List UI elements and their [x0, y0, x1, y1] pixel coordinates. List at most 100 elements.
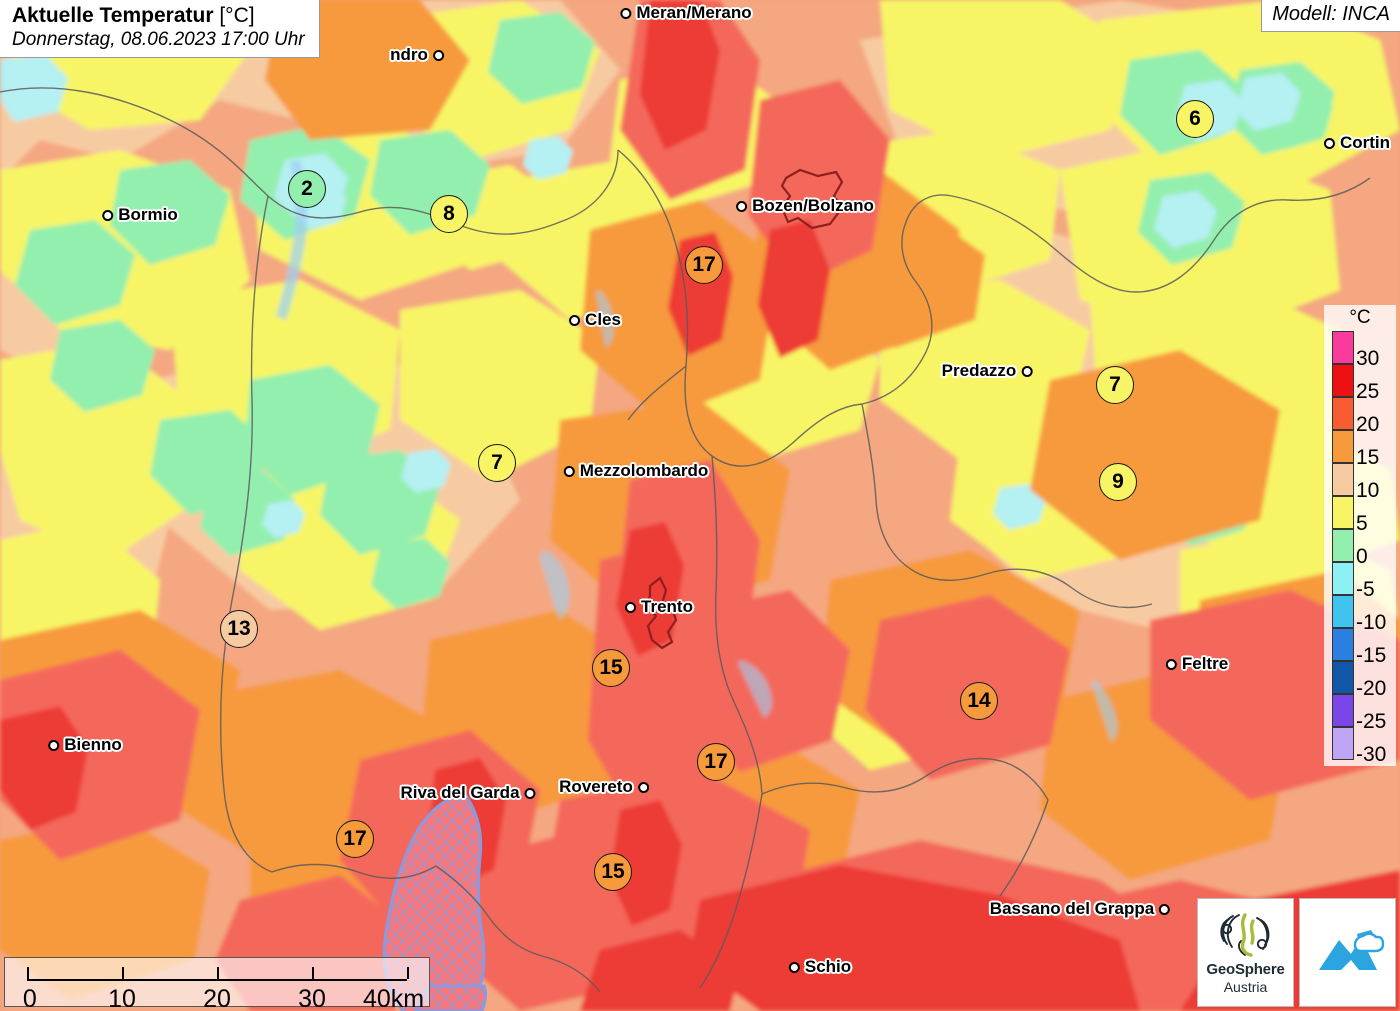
timestamp: Donnerstag, 08.06.2023 17:00 Uhr	[12, 29, 305, 51]
legend-label: -15	[1356, 643, 1387, 667]
page-title: Aktuelle Temperatur [°C]	[12, 4, 305, 28]
legend-label: 10	[1356, 478, 1380, 502]
station-temperature-marker[interactable]: 7	[1096, 366, 1134, 404]
station-temperature-marker[interactable]: 17	[697, 743, 735, 781]
city-marker[interactable]: Cles	[569, 310, 621, 330]
legend-label: 20	[1356, 412, 1380, 436]
scale-tick	[122, 967, 124, 979]
model-label-box: Modell: INCA	[1261, 0, 1400, 32]
legend-band: -25	[1332, 694, 1396, 732]
legend-swatch	[1332, 628, 1354, 661]
city-marker[interactable]: Bassano del Grappa	[989, 899, 1171, 919]
legend-band: 25	[1332, 364, 1396, 402]
station-temperature-marker[interactable]: 13	[220, 610, 258, 648]
scale-bar: 0 10 20 30 40km	[4, 957, 430, 1011]
city-dot-icon	[48, 739, 60, 751]
scale-label: 40km	[362, 985, 425, 1011]
city-label: Meran/Merano	[636, 3, 752, 22]
legend-swatch	[1332, 727, 1354, 760]
logo-group: GeoSphere Austria	[1197, 898, 1396, 1007]
station-temperature-marker[interactable]: 15	[594, 853, 632, 891]
legend-swatch	[1332, 364, 1354, 397]
title-text: Aktuelle Temperatur	[12, 4, 214, 27]
station-temperature-marker[interactable]: 7	[478, 444, 516, 482]
city-marker[interactable]: Mezzolombardo	[563, 461, 709, 481]
legend-band: -20	[1332, 661, 1396, 699]
scale-tick	[27, 967, 29, 979]
legend-swatch	[1332, 661, 1354, 694]
city-marker[interactable]: Schio	[788, 957, 852, 977]
city-label: Bienno	[64, 735, 122, 754]
legend-swatch	[1332, 694, 1354, 727]
title-unit: [°C]	[219, 4, 255, 27]
legend-swatch	[1332, 397, 1354, 430]
city-marker[interactable]: Rovereto	[559, 777, 649, 797]
legend-swatch	[1332, 463, 1354, 496]
temperature-legend: °C 30 25 20 15 10 5 0 -5 -10 -15 -20 -25 -30	[1324, 305, 1396, 766]
geosphere-name: GeoSphere	[1206, 960, 1285, 978]
city-dot-icon	[736, 200, 748, 212]
station-temperature-marker[interactable]: 15	[592, 649, 630, 687]
model-label: Modell: INCA	[1272, 3, 1390, 25]
city-label: Feltre	[1181, 654, 1229, 673]
city-marker[interactable]: Predazzo	[942, 361, 1033, 381]
legend-band: -15	[1332, 628, 1396, 666]
station-temperature-marker[interactable]: 6	[1176, 100, 1214, 138]
legend-label: 5	[1356, 511, 1368, 535]
station-temperature-marker[interactable]: 9	[1099, 463, 1137, 501]
city-marker[interactable]: Cortin	[1323, 133, 1390, 153]
city-dot-icon	[1021, 365, 1033, 377]
city-label: Bassano del Grappa	[989, 899, 1155, 918]
legend-label: -10	[1356, 610, 1387, 634]
city-marker[interactable]: Feltre	[1165, 654, 1229, 674]
station-temperature-marker[interactable]: 8	[430, 195, 468, 233]
city-dot-icon	[620, 7, 632, 19]
admin-borders	[0, 87, 1371, 993]
city-label: Schio	[804, 957, 852, 976]
legend-band: -30	[1332, 727, 1396, 765]
legend-band: -5	[1332, 562, 1396, 600]
city-marker[interactable]: Bormio	[102, 205, 178, 225]
city-boundaries	[644, 168, 844, 650]
scale-tick	[407, 967, 409, 979]
legend-label: 25	[1356, 379, 1380, 403]
city-dot-icon	[524, 787, 536, 799]
scale-tick	[312, 967, 314, 979]
legend-label: 30	[1356, 346, 1380, 370]
city-dot-icon	[1159, 903, 1171, 915]
station-temperature-marker[interactable]: 17	[336, 820, 374, 858]
city-label: Trento	[641, 597, 693, 616]
legend-band: 10	[1332, 463, 1396, 501]
legend-band: 20	[1332, 397, 1396, 435]
station-temperature-marker[interactable]: 14	[960, 682, 998, 720]
geosphere-logo[interactable]: GeoSphere Austria	[1197, 898, 1294, 1007]
scale-label: 30	[298, 985, 326, 1011]
city-label: Predazzo	[941, 361, 1017, 380]
city-label: Mezzolombardo	[579, 461, 709, 480]
city-label: Bormio	[118, 205, 178, 224]
scale-label: 20	[203, 985, 231, 1011]
scale-ruler: 0 10 20 30 40km	[23, 967, 424, 1011]
geosphere-swirl-icon	[1219, 912, 1269, 957]
city-marker[interactable]: Bienno	[48, 735, 122, 755]
station-temperature-marker[interactable]: 2	[288, 170, 326, 208]
city-dot-icon	[432, 49, 444, 61]
station-temperature-marker[interactable]: 17	[685, 246, 723, 284]
city-marker[interactable]: Meran/Merano	[620, 3, 752, 23]
geosphere-country: Austria	[1223, 978, 1268, 995]
legend-label: -30	[1356, 742, 1387, 766]
city-marker[interactable]: Bozen/Bolzano	[736, 196, 874, 216]
city-marker[interactable]: ndro	[390, 45, 444, 65]
legend-swatch	[1332, 562, 1354, 595]
city-label: ndro	[390, 45, 428, 64]
city-marker[interactable]: Riva del Garda	[400, 783, 536, 803]
legend-swatch	[1332, 496, 1354, 529]
city-label: Rovereto	[559, 777, 633, 796]
partner-logo[interactable]	[1299, 898, 1396, 1007]
city-dot-icon	[625, 601, 637, 613]
city-dot-icon	[569, 314, 581, 326]
scale-tick	[217, 967, 219, 979]
city-marker[interactable]: Trento	[625, 597, 693, 617]
